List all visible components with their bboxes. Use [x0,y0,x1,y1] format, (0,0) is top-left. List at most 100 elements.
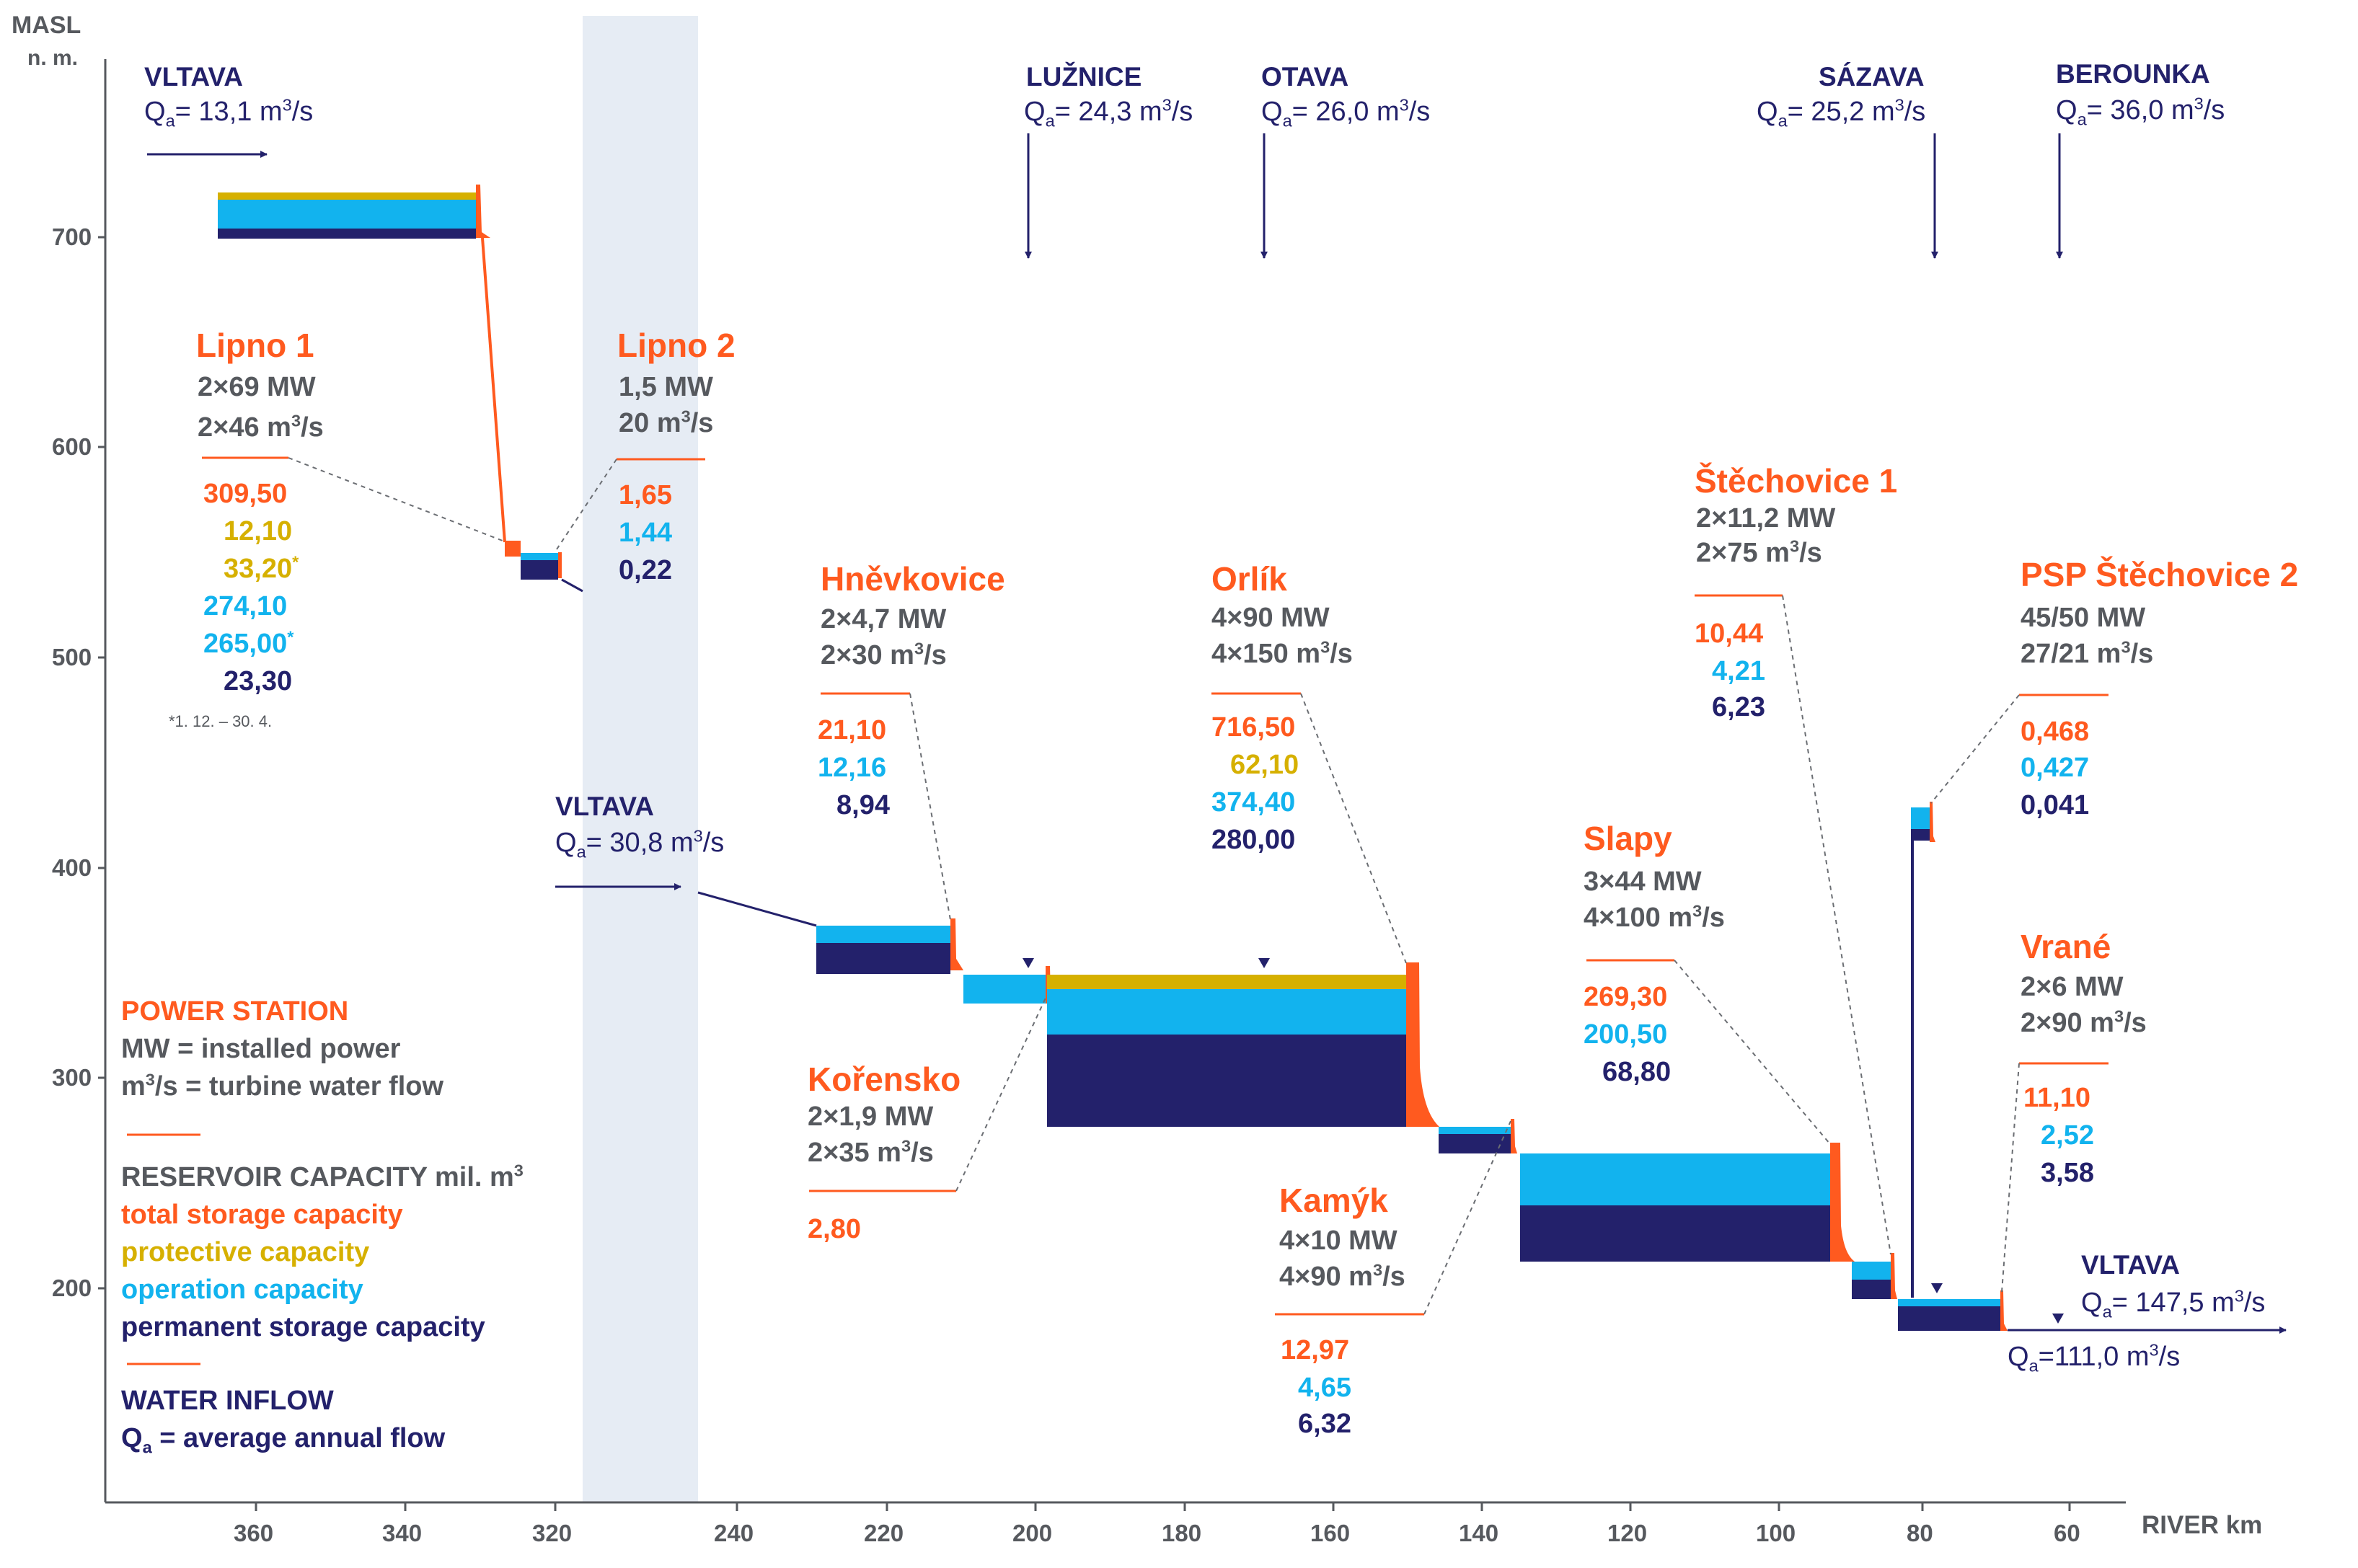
korensko-title: Kořensko [808,1060,961,1098]
slapy-flow: 4×100 m3/s [1584,901,1725,933]
lipno2-reservoir [505,541,583,593]
inflow-luznice-flow: Qa= 24,3 m3/s [1024,95,1193,130]
korensko-power: 2×1,9 MW [808,1102,934,1132]
inflow-vltava-mid-name: VLTAVA [555,792,655,821]
legend-inflow: WATER INFLOW [121,1386,334,1416]
slapy-title: Slapy [1584,820,1672,857]
lipno1-flow: 2×46 m3/s [198,411,324,443]
legend-protective: protective capacity [121,1237,370,1267]
vrane-title: Vrané [2021,928,2111,965]
korensko-total: 2,80 [808,1214,861,1244]
inflow-arrows [147,133,2287,1334]
x-tick-200: 200 [1012,1520,1053,1546]
stechovice2-reservoir [1911,802,1935,1298]
y-tick-700: 700 [52,223,92,250]
x-tick-360: 360 [234,1520,274,1546]
kamyk-permanent: 6,32 [1298,1409,1351,1439]
inflow-berounka-flow: Qa= 36,0 m3/s [2056,94,2225,129]
hnevkovice-permanent: 8,94 [836,790,890,820]
x-tick-340: 340 [382,1520,423,1546]
stechovice1-permanent: 6,23 [1712,692,1765,722]
vrane-flow: 2×90 m3/s [2021,1006,2147,1038]
kamyk-operation: 4,65 [1298,1373,1351,1403]
kamyk-title: Kamýk [1279,1182,1388,1219]
inflow-vltava-out-flow: Qa= 147,5 m3/s [2081,1286,2266,1321]
hnevkovice-reservoir [816,918,963,974]
lipno2-total: 1,65 [619,480,672,510]
orlik-operation: 374,40 [1211,787,1296,818]
lipno2-title: Lipno 2 [617,327,736,364]
orlik-reservoir [1047,958,1439,1127]
lipno1-footnote: *1. 12. – 30. 4. [169,712,273,730]
stechovice2-power: 45/50 MW [2021,603,2146,633]
orlik-permanent: 280,00 [1211,825,1296,855]
orlik-title: Orlík [1211,560,1287,598]
stechovice1-operation: 4,21 [1712,656,1765,686]
kamyk-total: 12,97 [1281,1335,1350,1365]
lipno1-permanent: 23,30 [224,666,293,696]
lipno2-operation: 1,44 [619,518,672,548]
stechovice2-permanent: 0,041 [2021,790,2090,820]
vrane-operation: 2,52 [2041,1120,2094,1151]
orlik-total: 716,50 [1211,712,1296,743]
legend-power-station: POWER STATION [121,996,349,1027]
vrane-reservoir [1898,1283,2064,1331]
lipno2-power: 1,5 MW [619,372,713,402]
hnevkovice-total: 21,10 [818,715,887,745]
stechovice2-operation: 0,427 [2021,753,2090,783]
inflow-vltava-mid-flow: Qa= 30,8 m3/s [555,826,725,861]
stechovice1-power: 2×11,2 MW [1696,503,1836,533]
rule-lines [127,456,2108,1365]
x-axis-title: RIVER km [2142,1511,2263,1539]
stechovice1-title: Štěchovice 1 [1695,462,1898,500]
hnevkovice-power: 2×4,7 MW [821,604,947,634]
x-tick-180: 180 [1162,1520,1202,1546]
y-tick-400: 400 [52,854,92,881]
stechovice1-total: 10,44 [1695,619,1764,649]
x-tick-220: 220 [864,1520,904,1546]
hnevkovice-operation: 12,16 [818,753,887,783]
inflow-vltava-out-name: VLTAVA [2081,1250,2181,1280]
x-tick-100: 100 [1756,1520,1796,1546]
x-tick-120: 120 [1607,1520,1648,1546]
x-tick-60: 60 [2054,1520,2080,1546]
orlik-power: 4×90 MW [1211,603,1330,633]
legend-flow: m3/s = turbine water flow [121,1070,444,1102]
kamyk-flow: 4×90 m3/s [1279,1260,1405,1292]
y-tick-500: 500 [52,644,92,670]
vrane-permanent: 3,58 [2041,1158,2094,1188]
x-tick-140: 140 [1459,1520,1499,1546]
y-tick-600: 600 [52,433,92,460]
stechovice1-reservoir [1852,1253,1897,1299]
lipno1-power: 2×69 MW [198,372,316,402]
lipno2-permanent: 0,22 [619,555,672,585]
korensko-flow: 2×35 m3/s [808,1136,934,1168]
stechovice2-title: PSP Štěchovice 2 [2021,556,2299,593]
axis-break-band [583,16,698,1502]
inflow-otava-name: OTAVA [1261,62,1349,92]
inflow-berounka-name: BEROUNKA [2056,59,2210,89]
inflow-luznice-name: LUŽNICE [1026,62,1142,92]
slapy-operation: 200,50 [1584,1019,1668,1050]
x-tick-320: 320 [532,1520,573,1546]
slapy-total: 269,30 [1584,982,1668,1012]
lipno1-operation: 274,10 [203,591,288,621]
legend-reservoir: RESERVOIR CAPACITY mil. m3 [121,1161,524,1192]
kamyk-power: 4×10 MW [1279,1226,1397,1256]
slapy-power: 3×44 MW [1584,867,1702,897]
y-tick-200: 200 [52,1275,92,1301]
x-tick-80: 80 [1907,1520,1933,1546]
stechovice2-total: 0,468 [2021,717,2090,747]
leader-lines [288,457,2020,1315]
inflow-vltava-top-flow: Qa= 13,1 m3/s [144,95,314,130]
kamyk-reservoir [1439,1119,1517,1153]
slapy-reservoir [1520,1143,1855,1262]
legend-mw: MW = installed power [121,1034,401,1064]
legend-total: total storage capacity [121,1200,403,1230]
lipno1-protective: 12,10 [224,516,293,546]
hnevkovice-title: Hněvkovice [821,560,1005,598]
stechovice2-flow: 27/21 m3/s [2021,637,2154,669]
korensko-reservoir [963,958,1054,1004]
